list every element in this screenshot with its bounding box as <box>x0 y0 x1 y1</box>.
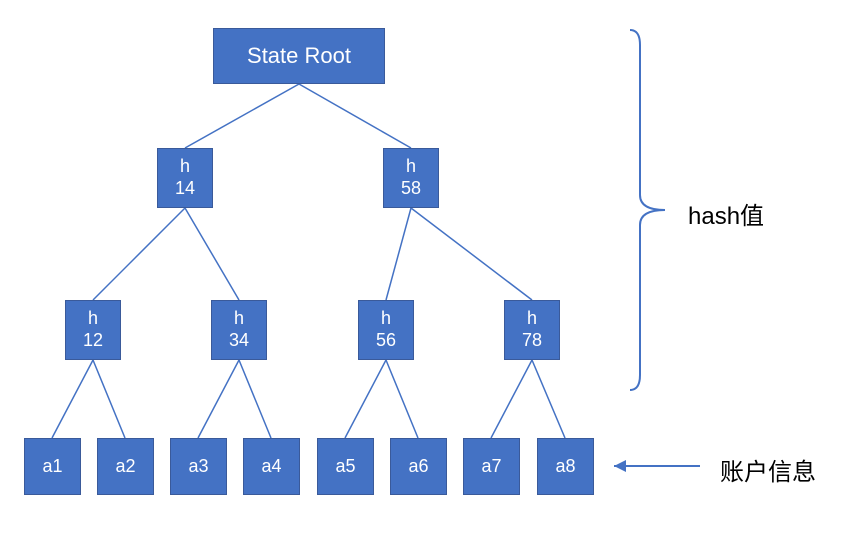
root-node: State Root <box>213 28 385 84</box>
leaf-node-0-line1: a1 <box>42 456 62 478</box>
root-node-line1: State Root <box>247 43 351 69</box>
leaf-node-4-line1: a5 <box>335 456 355 478</box>
leaf-node-7-line1: a8 <box>555 456 575 478</box>
level2-node-2-line2: 56 <box>376 330 396 352</box>
level1-node-0-line2: 14 <box>175 178 195 200</box>
level2-node-0-line1: h <box>88 308 98 330</box>
level2-node-1-line2: 34 <box>229 330 249 352</box>
level1-node-1-line2: 58 <box>401 178 421 200</box>
level2-node-0: h12 <box>65 300 121 360</box>
level2-node-3-line2: 78 <box>522 330 542 352</box>
level1-node-0: h14 <box>157 148 213 208</box>
leaf-node-5: a6 <box>390 438 447 495</box>
level1-node-0-line1: h <box>180 156 190 178</box>
level2-node-1: h34 <box>211 300 267 360</box>
leaf-node-2-line1: a3 <box>188 456 208 478</box>
leaf-node-3-line1: a4 <box>261 456 281 478</box>
level1-node-1-line1: h <box>406 156 416 178</box>
hash-annotation: hash值 <box>688 196 764 231</box>
level2-node-0-line2: 12 <box>83 330 103 352</box>
level2-node-2: h56 <box>358 300 414 360</box>
level2-node-1-line1: h <box>234 308 244 330</box>
level2-node-3: h78 <box>504 300 560 360</box>
leaf-node-7: a8 <box>537 438 594 495</box>
leaf-node-6: a7 <box>463 438 520 495</box>
leaf-node-0: a1 <box>24 438 81 495</box>
level2-node-3-line1: h <box>527 308 537 330</box>
level2-node-2-line1: h <box>381 308 391 330</box>
leaf-node-4: a5 <box>317 438 374 495</box>
account-annotation: 账户信息 <box>720 452 816 487</box>
leaf-node-5-line1: a6 <box>408 456 428 478</box>
leaf-node-1: a2 <box>97 438 154 495</box>
leaf-node-2: a3 <box>170 438 227 495</box>
leaf-node-3: a4 <box>243 438 300 495</box>
level1-node-1: h58 <box>383 148 439 208</box>
leaf-node-1-line1: a2 <box>115 456 135 478</box>
leaf-node-6-line1: a7 <box>481 456 501 478</box>
